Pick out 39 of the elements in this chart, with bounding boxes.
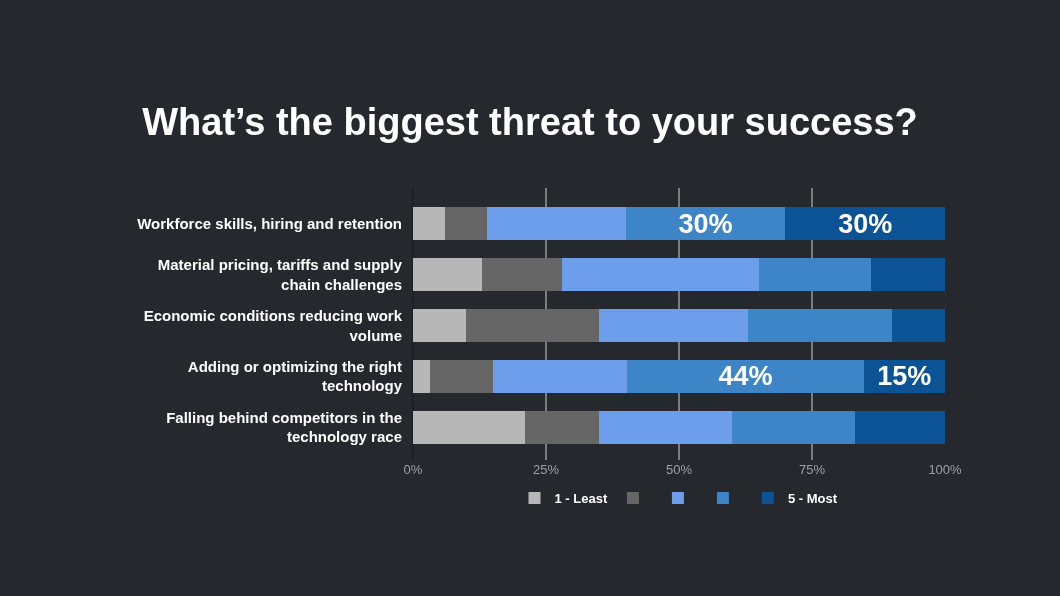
bar	[413, 207, 445, 241]
legend-label: 5 - Most	[787, 491, 838, 507]
bar	[430, 359, 494, 394]
data-label: 30%	[838, 208, 893, 239]
bar	[870, 258, 945, 292]
bar	[599, 308, 749, 343]
bar	[627, 359, 864, 394]
bar	[413, 258, 483, 292]
bar	[891, 308, 945, 343]
y-tick-label: Adding or optimizing the right technology	[187, 357, 403, 395]
bar	[561, 258, 759, 292]
y-tick-label: Workforce skills, hiring and retention	[137, 214, 402, 232]
bar	[413, 359, 431, 394]
bar	[748, 308, 892, 343]
bar	[444, 207, 488, 241]
y-tick-label: Falling behind competitors in the technology race	[166, 408, 402, 446]
bar	[854, 410, 945, 444]
bar	[599, 410, 733, 444]
data-label: 44%	[718, 361, 773, 392]
bar	[524, 410, 600, 444]
bar	[413, 410, 525, 444]
x-tick-label: 75%	[798, 462, 826, 477]
bar	[482, 258, 562, 292]
x-tick-label: 0%	[403, 462, 423, 477]
x-tick-label: 100%	[928, 462, 963, 477]
bar	[413, 308, 467, 343]
data-label: 30%	[678, 208, 733, 239]
bar	[466, 308, 600, 343]
bar	[732, 410, 855, 444]
x-tick-label: 50%	[665, 462, 693, 477]
bar	[758, 258, 871, 292]
bar	[493, 359, 628, 394]
y-tick-label: Material pricing, tariffs and supply chain challenges	[157, 256, 403, 293]
y-tick-label: Economic conditions reducing work volume	[143, 307, 403, 344]
x-tick-label: 25%	[532, 462, 560, 477]
data-label: 15%	[877, 361, 932, 392]
legend-label: 1 - Least	[554, 491, 608, 507]
chart-title: What’s the biggest threat to your success?	[142, 101, 918, 144]
bar	[487, 207, 626, 241]
